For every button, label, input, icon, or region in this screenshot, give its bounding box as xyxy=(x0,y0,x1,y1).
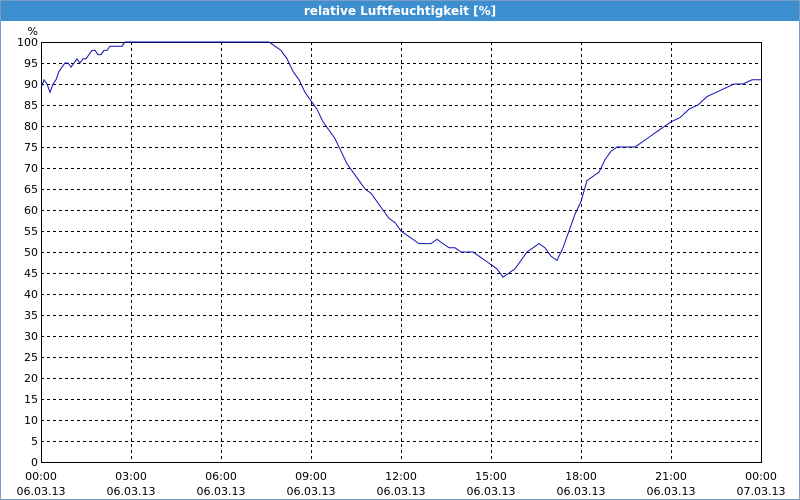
x-tick-date-label: 06.03.13 xyxy=(647,485,696,498)
x-tick-date-label: 06.03.13 xyxy=(17,485,66,498)
plot-frame xyxy=(41,42,762,463)
x-tick-date-label: 06.03.13 xyxy=(557,485,606,498)
x-tick-date-label: 06.03.13 xyxy=(197,485,246,498)
window-title: relative Luftfeuchtigkeit [%] xyxy=(303,4,497,18)
x-tick-date-label: 07.03.13 xyxy=(737,485,786,498)
humidity-series-line xyxy=(40,41,761,278)
y-tick-label: 55 xyxy=(24,225,38,238)
y-tick-label: 30 xyxy=(24,330,38,343)
y-tick-label: 85 xyxy=(24,99,38,112)
x-tick-time-label: 18:00 xyxy=(565,470,597,483)
x-tick-time-label: 00:00 xyxy=(745,470,777,483)
y-tick-label: 20 xyxy=(24,372,38,385)
y-tick-label: 70 xyxy=(24,162,38,175)
y-tick-label: 65 xyxy=(24,183,38,196)
x-tick-date-label: 06.03.13 xyxy=(287,485,336,498)
x-tick-date-label: 06.03.13 xyxy=(467,485,516,498)
y-tick-label: 50 xyxy=(24,246,38,259)
y-tick-label: 95 xyxy=(24,57,38,70)
x-tick-date-label: 06.03.13 xyxy=(377,485,426,498)
y-tick-label: 0 xyxy=(31,456,38,469)
y-tick-label: 75 xyxy=(24,141,38,154)
y-tick-label: 25 xyxy=(24,351,38,364)
x-tick-time-label: 15:00 xyxy=(475,470,507,483)
y-tick-label: 90 xyxy=(24,78,38,91)
x-tick-time-label: 12:00 xyxy=(385,470,417,483)
x-tick-time-label: 21:00 xyxy=(655,470,687,483)
y-tick-label: 35 xyxy=(24,309,38,322)
x-tick-time-label: 03:00 xyxy=(115,470,147,483)
y-tick-label: 100 xyxy=(17,36,38,49)
x-tick-time-label: 06:00 xyxy=(205,470,237,483)
x-tick-time-label: 09:00 xyxy=(295,470,327,483)
y-tick-label: 10 xyxy=(24,414,38,427)
x-tick-time-label: 00:00 xyxy=(25,470,57,483)
y-tick-label: 5 xyxy=(31,435,38,448)
y-tick-label: 45 xyxy=(24,267,38,280)
window-title-bar: relative Luftfeuchtigkeit [%] xyxy=(1,1,799,21)
y-tick-label: 80 xyxy=(24,120,38,133)
y-tick-label: 60 xyxy=(24,204,38,217)
y-axis-unit-label: % xyxy=(28,25,38,38)
y-tick-label: 40 xyxy=(24,288,38,301)
x-tick-date-label: 06.03.13 xyxy=(107,485,156,498)
y-tick-label: 15 xyxy=(24,393,38,406)
